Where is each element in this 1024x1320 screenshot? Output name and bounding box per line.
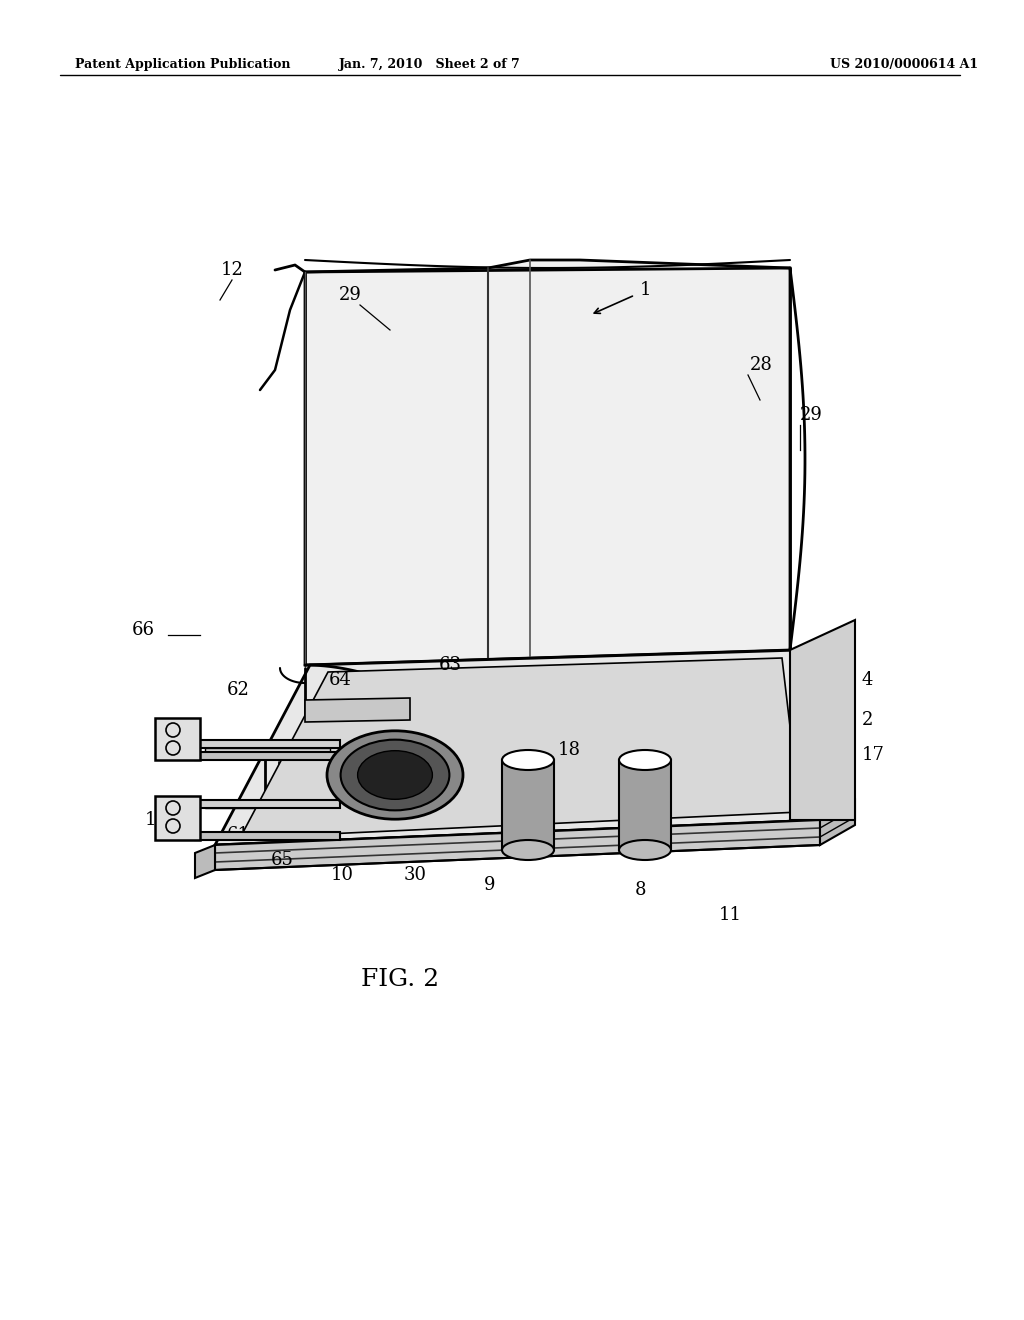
Text: 12: 12 (145, 810, 168, 829)
Polygon shape (502, 760, 554, 850)
Polygon shape (305, 698, 410, 722)
Text: US 2010/0000614 A1: US 2010/0000614 A1 (830, 58, 978, 71)
Polygon shape (618, 760, 671, 850)
Text: 11: 11 (719, 906, 741, 924)
Text: 28: 28 (750, 356, 773, 374)
Polygon shape (205, 748, 330, 752)
Ellipse shape (502, 750, 554, 770)
Text: 64: 64 (329, 671, 351, 689)
Text: 4: 4 (862, 671, 873, 689)
Polygon shape (240, 657, 800, 838)
Polygon shape (155, 718, 200, 760)
Text: 29: 29 (339, 286, 361, 304)
Polygon shape (305, 260, 790, 665)
Polygon shape (215, 649, 820, 845)
Text: 18: 18 (558, 741, 581, 759)
Text: 66: 66 (132, 620, 155, 639)
Polygon shape (155, 796, 200, 840)
Polygon shape (215, 820, 820, 870)
Text: FIG. 2: FIG. 2 (360, 969, 439, 991)
Ellipse shape (327, 731, 463, 820)
Text: 2: 2 (862, 711, 873, 729)
Ellipse shape (341, 739, 450, 810)
Ellipse shape (502, 840, 554, 861)
Polygon shape (195, 741, 340, 748)
Ellipse shape (618, 840, 671, 861)
Text: 63: 63 (438, 656, 462, 675)
Text: 61: 61 (226, 826, 250, 843)
Text: 1: 1 (640, 281, 651, 300)
Polygon shape (790, 620, 855, 820)
Polygon shape (195, 800, 340, 808)
Text: 30: 30 (403, 866, 427, 884)
Text: 10: 10 (331, 866, 353, 884)
Text: 12: 12 (220, 261, 244, 279)
Polygon shape (195, 845, 215, 878)
Polygon shape (195, 832, 340, 840)
Text: Jan. 7, 2010   Sheet 2 of 7: Jan. 7, 2010 Sheet 2 of 7 (339, 58, 521, 71)
Ellipse shape (618, 750, 671, 770)
Ellipse shape (357, 751, 432, 800)
Polygon shape (820, 800, 855, 845)
Text: 65: 65 (270, 851, 294, 869)
Text: 62: 62 (226, 681, 250, 700)
Text: 17: 17 (862, 746, 885, 764)
Text: 8: 8 (634, 880, 646, 899)
Text: Patent Application Publication: Patent Application Publication (75, 58, 291, 71)
Text: 29: 29 (800, 407, 823, 424)
Text: 9: 9 (484, 876, 496, 894)
Polygon shape (195, 752, 340, 760)
